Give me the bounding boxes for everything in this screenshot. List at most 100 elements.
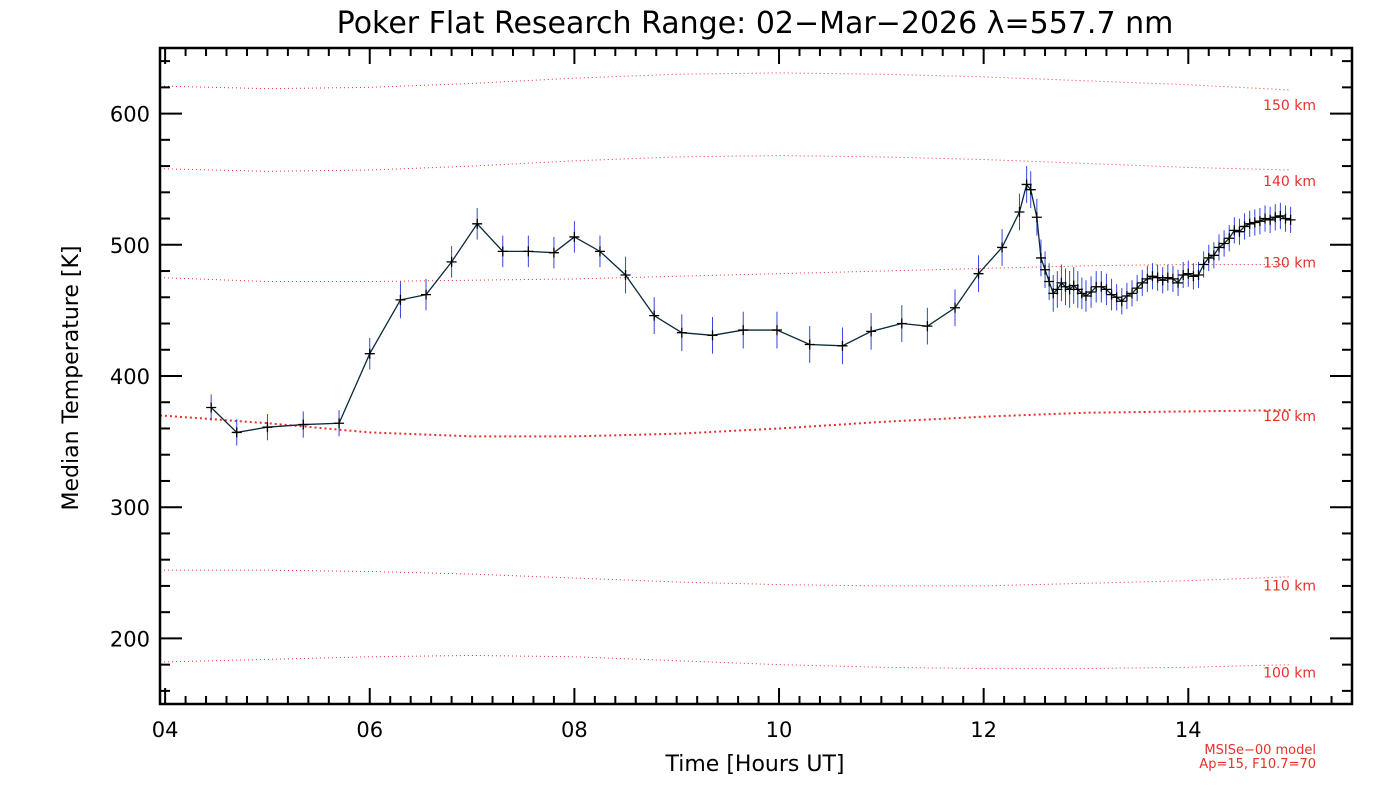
data-point [1265, 214, 1276, 225]
series-line [210, 183, 1291, 434]
data-point [1275, 210, 1286, 221]
model-curve-130-km [159, 263, 1291, 283]
data-point [1035, 252, 1046, 263]
model-label-130-km: 130 km [1263, 255, 1316, 271]
plot-frame [158, 46, 1354, 706]
data-point [497, 246, 508, 257]
data-point [1249, 217, 1260, 228]
data-point [1127, 288, 1138, 299]
model-note-line2: Ap=15, F10.7=70 [1199, 757, 1316, 772]
x-tick-label: 08 [561, 718, 588, 742]
data-point [206, 402, 217, 413]
y-axis-label: Median Temperature [K] [59, 246, 84, 511]
data-point [364, 348, 375, 359]
data-point [1106, 289, 1117, 300]
data-point [973, 268, 984, 279]
data-series [206, 166, 1296, 446]
data-point [771, 325, 782, 336]
data-point [472, 218, 483, 229]
model-note-line1: MSISe−00 model [1204, 743, 1316, 758]
data-point [1157, 275, 1168, 286]
data-point [523, 246, 534, 257]
y-tick-label: 500 [110, 234, 150, 258]
data-point [569, 231, 580, 242]
data-point [1076, 288, 1087, 299]
data-point [1025, 184, 1036, 195]
data-point [997, 242, 1008, 253]
data-point [676, 327, 687, 338]
data-point [548, 247, 559, 258]
data-point [837, 340, 848, 351]
model-label-100-km: 100 km [1263, 666, 1316, 682]
y-tick-label: 400 [110, 365, 150, 389]
axes: 04 06 08 10 12 14 200 300 400 500 600 [110, 46, 1354, 742]
data-point [1188, 271, 1199, 282]
data-point [950, 302, 961, 313]
y-tick-label: 300 [110, 496, 150, 520]
y-tick-label: 600 [110, 103, 150, 127]
model-label-110-km: 110 km [1263, 579, 1316, 595]
x-tick-label: 06 [356, 718, 383, 742]
data-point [1198, 259, 1209, 270]
data-point [1060, 281, 1071, 292]
data-point [1213, 242, 1224, 253]
data-point [1219, 238, 1230, 249]
data-point [1173, 277, 1184, 288]
data-point [395, 294, 406, 305]
data-point [1203, 252, 1214, 263]
data-point [231, 427, 242, 438]
data-point [1086, 287, 1097, 298]
data-point [1040, 264, 1051, 275]
data-point [1147, 271, 1158, 282]
data-point [1229, 225, 1240, 236]
data-point [738, 325, 749, 336]
x-tick-label: 10 [766, 718, 793, 742]
data-point [707, 330, 718, 341]
data-point [1014, 207, 1025, 217]
data-point [1044, 276, 1055, 287]
data-point [1178, 269, 1189, 280]
y-tick-label: 200 [110, 627, 150, 651]
data-point [1132, 283, 1143, 294]
data-point [1244, 218, 1255, 229]
data-point [1285, 214, 1296, 225]
data-point [1239, 221, 1250, 232]
data-point [1021, 179, 1032, 190]
data-point [1111, 292, 1122, 303]
data-point [446, 256, 457, 267]
x-tick-label: 12 [970, 718, 997, 742]
x-tick-label: 04 [152, 718, 179, 742]
data-point [1224, 233, 1235, 244]
data-point [594, 246, 605, 257]
model-label-120-km: 120 km [1263, 409, 1316, 425]
data-point [1121, 290, 1132, 301]
data-point [1280, 213, 1291, 224]
data-point [896, 318, 907, 329]
data-point [1137, 277, 1148, 288]
model-curve-110-km [160, 569, 1291, 587]
x-axis-label: Time [Hours UT] [665, 752, 845, 777]
data-point [334, 418, 345, 429]
model-curve-150-km [159, 72, 1291, 91]
data-point [620, 269, 631, 280]
data-point [804, 339, 815, 350]
data-point [866, 326, 877, 337]
data-point [1183, 268, 1194, 279]
data-point [1234, 226, 1245, 237]
data-point [1052, 284, 1063, 295]
data-point [1080, 290, 1091, 301]
model-curve-140-km [159, 155, 1291, 172]
data-point [1101, 284, 1112, 295]
data-point [1167, 273, 1178, 284]
chart-title: Poker Flat Research Range: 02−Mar−2026 λ… [337, 6, 1174, 41]
model-curves: 150 km 140 km 130 km 120 km 110 km 100 km [159, 72, 1316, 682]
data-point [1031, 212, 1042, 223]
data-point [1270, 212, 1281, 223]
data-point [298, 419, 309, 430]
data-point [1193, 269, 1204, 280]
model-curve-100-km [159, 654, 1291, 670]
data-point [421, 289, 432, 300]
data-point [1162, 272, 1173, 283]
data-point [1254, 216, 1265, 227]
